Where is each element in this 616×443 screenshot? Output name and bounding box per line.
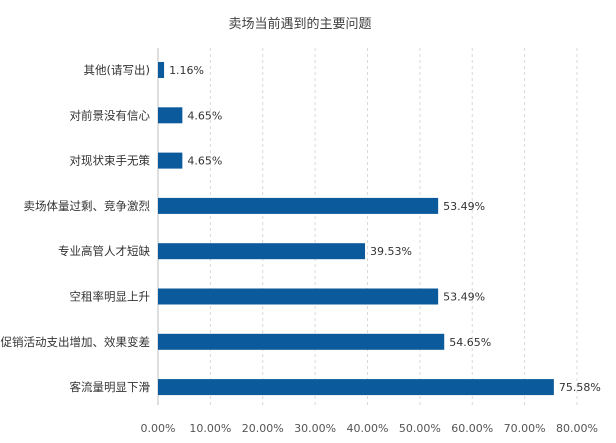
category-label: 促销活动支出增加、效果变差 bbox=[1, 335, 151, 349]
x-tick-label: 50.00% bbox=[399, 422, 441, 435]
x-tick-label: 30.00% bbox=[294, 422, 336, 435]
bar bbox=[158, 152, 183, 169]
value-label: 75.58% bbox=[559, 381, 601, 394]
bar bbox=[158, 288, 439, 305]
x-tick-label: 70.00% bbox=[504, 422, 546, 435]
bar bbox=[158, 62, 165, 78]
category-label: 专业高管人才短缺 bbox=[58, 244, 150, 258]
value-label: 39.53% bbox=[370, 245, 412, 258]
x-tick-label: 20.00% bbox=[242, 422, 284, 435]
bar bbox=[158, 333, 445, 350]
value-label: 53.49% bbox=[443, 200, 485, 213]
category-label: 对现状束手无策 bbox=[70, 154, 151, 168]
bar bbox=[158, 243, 366, 260]
x-axis-tick-labels: 0.00% 10.00% 20.00% 30.00% 40.00% 50.00% 60.00… bbox=[141, 422, 598, 435]
value-label: 1.16% bbox=[169, 64, 204, 77]
category-label: 客流量明显下滑 bbox=[70, 380, 151, 394]
category-labels: 其他(请写出) 对前景没有信心对现状束手无策卖场体量过剩、竞争激烈专业高管人才短缺… bbox=[1, 63, 151, 394]
category-label: 卖场体量过剩、竞争激烈 bbox=[24, 199, 151, 213]
bar bbox=[158, 107, 183, 124]
bar bbox=[158, 197, 439, 214]
value-labels: 1.16% 4.65% 4.65% 53.49% 39.53% 53.49% 54.65% 7… bbox=[169, 64, 601, 394]
value-label: 54.65% bbox=[449, 336, 491, 349]
x-tick-label: 0.00% bbox=[141, 422, 176, 435]
value-label: 4.65% bbox=[187, 109, 222, 122]
x-tick-label: 40.00% bbox=[347, 422, 389, 435]
x-tick-label: 60.00% bbox=[451, 422, 493, 435]
value-label: 4.65% bbox=[187, 155, 222, 168]
value-label: 53.49% bbox=[443, 291, 485, 304]
category-label: 对前景没有信心 bbox=[70, 108, 151, 122]
category-label: 空租率明显上升 bbox=[70, 290, 151, 304]
category-label: 其他(请写出) bbox=[84, 63, 150, 77]
gridlines bbox=[157, 48, 578, 405]
chart-title: 卖场当前遇到的主要问题 bbox=[228, 16, 371, 32]
x-tick-label: 10.00% bbox=[189, 422, 231, 435]
x-tick-label: 80.00% bbox=[556, 422, 598, 435]
bars bbox=[158, 62, 554, 396]
bar bbox=[158, 379, 554, 396]
